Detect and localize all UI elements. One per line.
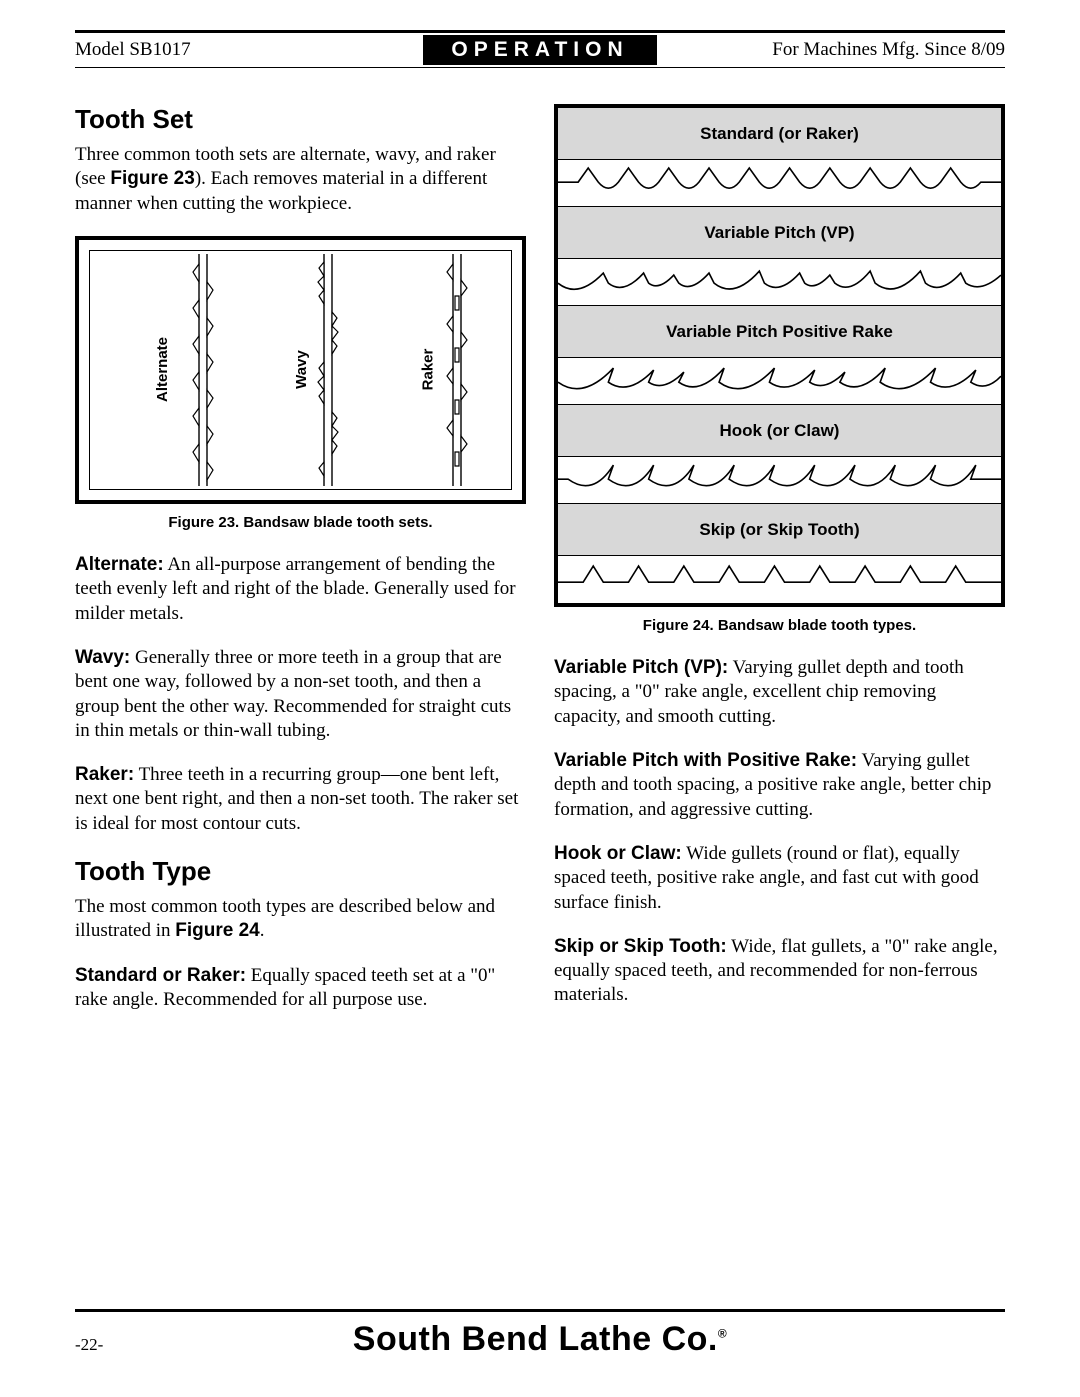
tooth-label: Skip (or Skip Tooth) bbox=[558, 504, 1001, 556]
tooth-label: Variable Pitch Positive Rake bbox=[558, 306, 1001, 358]
blade-raker: Raker bbox=[407, 257, 471, 483]
label-alternate: Alternate bbox=[154, 337, 171, 402]
brand-text: South Bend Lathe Co. bbox=[353, 1320, 718, 1358]
tooth-row-standard: Standard (or Raker) bbox=[558, 108, 1001, 207]
header-rule-bottom bbox=[75, 67, 1005, 68]
term: Skip or Skip Tooth: bbox=[554, 936, 727, 957]
tooth-profile-hook bbox=[558, 457, 1001, 503]
figure-ref: Figure 23 bbox=[110, 168, 194, 189]
def-alternate: Alternate: An all-purpose arrangement of… bbox=[75, 553, 526, 626]
figure-ref: Figure 24 bbox=[175, 920, 259, 941]
page: Model SB1017 OPERATION For Machines Mfg.… bbox=[0, 0, 1080, 1062]
tooth-row-vpr: Variable Pitch Positive Rake bbox=[558, 306, 1001, 405]
blade-alternate: Alternate bbox=[130, 257, 217, 483]
tooth-label: Standard (or Raker) bbox=[558, 108, 1001, 160]
tooth-profile-skip bbox=[558, 556, 1001, 603]
figure-23-caption: Figure 23. Bandsaw blade tooth sets. bbox=[75, 514, 526, 531]
heading-tooth-type: Tooth Type bbox=[75, 856, 526, 887]
tooth-label: Hook (or Claw) bbox=[558, 405, 1001, 457]
right-column: Standard (or Raker) Variable Pitch (VP) bbox=[554, 104, 1005, 1032]
figure-24-caption: Figure 24. Bandsaw blade tooth types. bbox=[554, 617, 1005, 634]
def-raker: Raker: Three teeth in a recurring group—… bbox=[75, 763, 526, 836]
header-mfg-date: For Machines Mfg. Since 8/09 bbox=[657, 37, 1005, 63]
def-wavy: Wavy: Generally three or more teeth in a… bbox=[75, 646, 526, 743]
heading-tooth-set: Tooth Set bbox=[75, 104, 526, 135]
tooth-profile-vpr bbox=[558, 358, 1001, 404]
tooth-profile-vp bbox=[558, 259, 1001, 305]
tooth-row-vp: Variable Pitch (VP) bbox=[558, 207, 1001, 306]
blade-alternate-svg bbox=[189, 254, 217, 486]
term: Hook or Claw: bbox=[554, 843, 682, 864]
header-rule-top bbox=[75, 30, 1005, 33]
content-columns: Tooth Set Three common tooth sets are al… bbox=[75, 104, 1005, 1032]
def-hook: Hook or Claw: Wide gullets (round or fla… bbox=[554, 842, 1005, 915]
def-standard: Standard or Raker: Equally spaced teeth … bbox=[75, 964, 526, 1013]
text: . bbox=[260, 920, 265, 941]
blade-raker-svg bbox=[443, 254, 471, 486]
def-body: Three teeth in a recurring group—one ben… bbox=[75, 764, 518, 834]
text: The most common tooth types are describe… bbox=[75, 896, 495, 941]
term: Variable Pitch (VP): bbox=[554, 657, 728, 678]
term: Standard or Raker: bbox=[75, 965, 246, 986]
tooth-row-hook: Hook (or Claw) bbox=[558, 405, 1001, 504]
brand-name: South Bend Lathe Co.® bbox=[155, 1320, 925, 1359]
page-number: -22- bbox=[75, 1335, 155, 1355]
label-raker: Raker bbox=[419, 349, 436, 391]
blade-wavy-svg bbox=[314, 254, 342, 486]
tooth-set-intro: Three common tooth sets are alternate, w… bbox=[75, 143, 526, 216]
header-section: OPERATION bbox=[423, 35, 656, 65]
term: Variable Pitch with Positive Rake: bbox=[554, 750, 857, 771]
figure-24: Standard (or Raker) Variable Pitch (VP) bbox=[554, 104, 1005, 607]
tooth-label: Variable Pitch (VP) bbox=[558, 207, 1001, 259]
def-vp: Variable Pitch (VP): Varying gullet dept… bbox=[554, 656, 1005, 729]
term: Wavy: bbox=[75, 647, 130, 668]
figure-23: Alternate bbox=[75, 236, 526, 504]
blade-wavy: Wavy bbox=[282, 257, 343, 483]
page-footer: -22- South Bend Lathe Co.® bbox=[75, 1309, 1005, 1359]
footer-line: -22- South Bend Lathe Co.® bbox=[75, 1320, 1005, 1359]
tooth-profile-standard bbox=[558, 160, 1001, 206]
page-header: Model SB1017 OPERATION For Machines Mfg.… bbox=[75, 35, 1005, 65]
def-skip: Skip or Skip Tooth: Wide, flat gullets, … bbox=[554, 935, 1005, 1008]
term: Raker: bbox=[75, 764, 134, 785]
left-column: Tooth Set Three common tooth sets are al… bbox=[75, 104, 526, 1032]
footer-rule bbox=[75, 1309, 1005, 1312]
header-model: Model SB1017 bbox=[75, 37, 423, 63]
def-body: Generally three or more teeth in a group… bbox=[75, 647, 511, 741]
figure-23-panel: Alternate bbox=[89, 250, 512, 490]
tooth-row-skip: Skip (or Skip Tooth) bbox=[558, 504, 1001, 603]
registered-icon: ® bbox=[718, 1327, 727, 1341]
label-wavy: Wavy bbox=[293, 351, 310, 390]
tooth-type-intro: The most common tooth types are describe… bbox=[75, 895, 526, 944]
def-vpr: Variable Pitch with Positive Rake: Varyi… bbox=[554, 749, 1005, 822]
term: Alternate: bbox=[75, 554, 164, 575]
